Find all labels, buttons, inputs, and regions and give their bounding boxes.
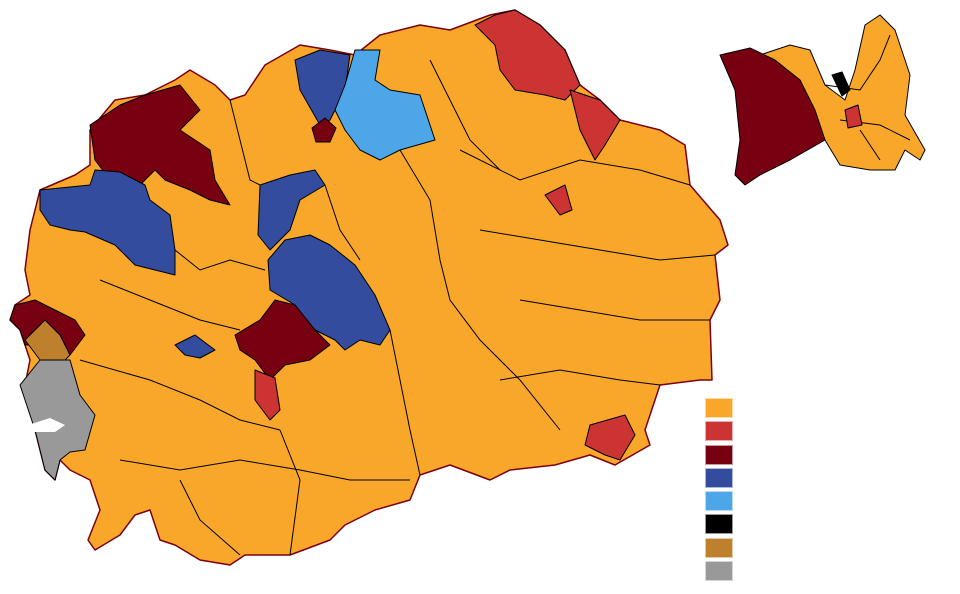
legend-swatch-orange: [705, 398, 733, 418]
region-dark-red-central: [234, 299, 331, 381]
region-gray: [19, 359, 96, 481]
legend-swatch-brown: [705, 537, 733, 558]
region-blue-small: [174, 334, 216, 359]
region-blue-central: [267, 234, 391, 351]
legend-swatch-dark-red: [705, 444, 733, 465]
region-red-southeast: [584, 414, 636, 461]
legend-swatch-black: [705, 514, 733, 535]
legend-swatch-gray: [705, 561, 733, 582]
region-blue-skopje-west: [257, 169, 326, 251]
region-blue-west: [39, 169, 176, 276]
inset-region-red: [844, 104, 863, 129]
lake-ohrid-inset: [28, 418, 65, 432]
legend: [705, 398, 733, 584]
inset-region-orange: [759, 14, 926, 171]
legend-swatch-light-blue: [705, 491, 733, 512]
municipality-borders: [79, 59, 716, 556]
legend-swatch-blue: [705, 467, 733, 488]
region-red-east: [569, 89, 621, 161]
skopje-inset-map: [719, 14, 926, 186]
region-red-east-small: [544, 184, 573, 216]
inset-region-black: [831, 71, 851, 97]
region-light-blue: [334, 49, 436, 161]
region-dark-red-small-north: [311, 117, 337, 143]
legend-swatch-red: [705, 421, 733, 442]
region-red-central-small: [254, 369, 281, 421]
inset-region-dark-red: [719, 47, 826, 186]
